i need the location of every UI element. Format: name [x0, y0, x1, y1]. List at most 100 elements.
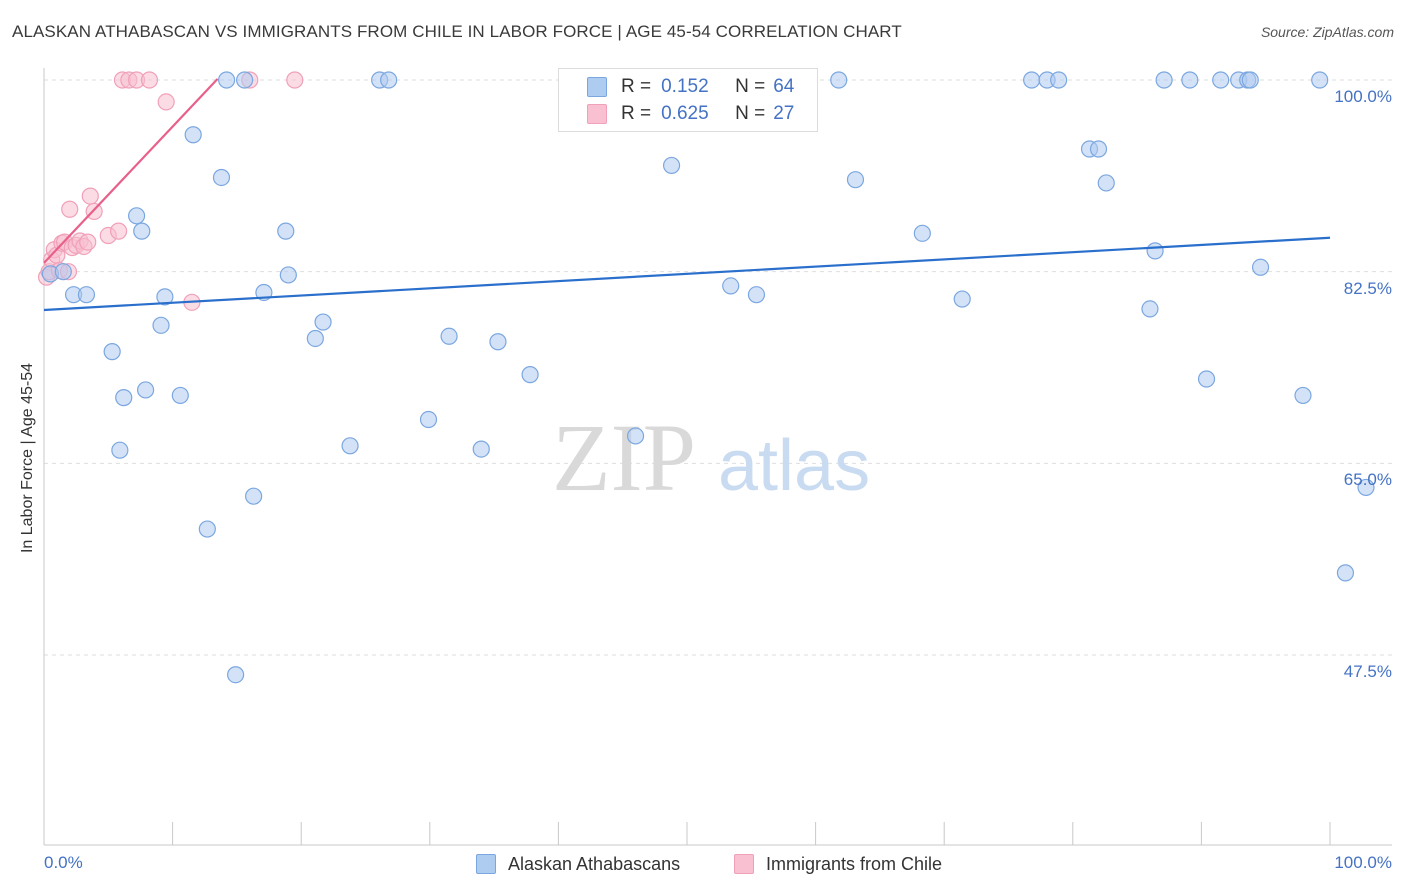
watermark: ZIP atlas [552, 404, 870, 511]
bottom-legend-swatch-pink [734, 854, 754, 874]
athabascan-point-7 [111, 441, 129, 459]
axes [43, 68, 1392, 846]
athabascan-point-25 [341, 437, 359, 455]
athabascan-point-37 [747, 286, 766, 304]
legend-n-value-1: 64 [773, 76, 795, 97]
athabascan-point-30 [472, 440, 490, 458]
legend-r-value-1: 0.152 [661, 76, 709, 97]
athabascan-point-56 [1241, 71, 1259, 89]
athabascan-point-28 [419, 410, 438, 429]
chile-trend-line [43, 78, 219, 264]
athabascan-point-22 [279, 266, 297, 284]
athabascan-point-1 [54, 263, 72, 281]
athabascan-point-60 [1336, 564, 1355, 582]
athabascan-point-17 [218, 71, 236, 89]
athabascan-point-44 [1050, 71, 1068, 89]
chile-point-14 [81, 187, 99, 205]
legend-r-value-2: 0.625 [661, 103, 709, 124]
athabascan-point-41 [953, 290, 971, 308]
chile-point-26 [286, 71, 304, 89]
athabascan-point-31 [489, 333, 507, 351]
chart-title: ALASKAN ATHABASCAN VS IMMIGRANTS FROM CH… [12, 22, 902, 41]
legend-r-label: R = [621, 103, 652, 124]
athabascan-point-52 [1181, 71, 1199, 89]
legend-r-label: R = [621, 76, 652, 97]
athabascan-point-40 [913, 224, 931, 242]
athabascan-point-3 [77, 286, 96, 304]
athabascan-point-12 [184, 126, 202, 144]
athabascan-point-18 [236, 71, 254, 89]
athabascan-point-21 [277, 222, 295, 240]
y-tick-label-3: 47.5% [1343, 662, 1392, 681]
athabascan-point-53 [1212, 71, 1230, 89]
athabascan-point-15 [212, 168, 231, 187]
athabascan-point-34 [662, 156, 681, 175]
legend-swatch-pink [587, 104, 607, 124]
source-credit: Source: ZipAtlas.com [1260, 24, 1394, 40]
athabascan-point-59 [1311, 71, 1329, 89]
bottom-legend-chile: Immigrants from Chile [734, 852, 942, 876]
athabascan-point-47 [1097, 174, 1115, 192]
athabascan-point-38 [830, 71, 848, 89]
athabascan-point-24 [306, 329, 324, 348]
athabascan-point-8 [133, 222, 151, 240]
athabascan-point-57 [1251, 258, 1270, 276]
athabascan-point-51 [1155, 71, 1173, 89]
legend-swatch-blue [587, 77, 607, 97]
athabascan-point-50 [1141, 300, 1159, 318]
chile-point-13 [79, 233, 97, 251]
legend-n-value-2: 27 [773, 103, 795, 124]
series-athabascan-points [41, 71, 1375, 684]
legend-row-chile: R = 0.625 N = 27 [587, 102, 794, 126]
bottom-legend-label-1: Alaskan Athabascans [508, 853, 681, 874]
x-tick-label-min: 0.0% [44, 853, 83, 872]
athabascan-point-27 [380, 71, 398, 89]
athabascan-point-29 [440, 327, 458, 345]
x-tick-label-max: 100.0% [1334, 853, 1392, 872]
athabascan-point-6 [115, 389, 133, 407]
athabascan-point-61 [1357, 478, 1375, 497]
athabascan-point-11 [171, 386, 189, 405]
athabascan-point-32 [521, 366, 539, 384]
athabascan-point-5 [127, 207, 146, 225]
correlation-legend: R = 0.152 N = 64 R = 0.625 N = 27 [558, 68, 818, 132]
athabascan-point-58 [1294, 386, 1312, 405]
trend-lines [43, 78, 1331, 312]
y-axis-label: In Labor Force | Age 45-54 [19, 362, 36, 554]
athabascan-point-9 [136, 381, 155, 399]
athabascan-point-10 [156, 288, 174, 306]
y-tick-label-1: 82.5% [1343, 278, 1392, 298]
watermark-atlas: atlas [718, 426, 870, 506]
athabascan-point-39 [846, 171, 865, 189]
legend-n-label: N = [735, 76, 766, 97]
athabascan-point-49 [1197, 370, 1216, 388]
athabascan-point-48 [1146, 242, 1164, 260]
athabascan-point-4 [103, 343, 121, 361]
gridlines [44, 79, 1392, 656]
chile-point-15 [61, 200, 79, 218]
athabascan-point-33 [626, 427, 645, 445]
athabascan-point-36 [722, 277, 740, 295]
chile-point-22 [140, 71, 159, 89]
y-tick-label-2: 65.0% [1343, 470, 1392, 490]
athabascan-point-42 [1023, 71, 1041, 89]
y-tick-label-0: 100.0% [1334, 87, 1392, 106]
chile-point-23 [157, 93, 175, 111]
athabascan-point-19 [245, 487, 263, 505]
bottom-legend-label-2: Immigrants from Chile [766, 853, 943, 874]
watermark-zip: ZIP [552, 404, 696, 511]
series-chile-points [37, 71, 304, 311]
athabascan-point-23 [314, 313, 332, 331]
athabascan-point-46 [1089, 140, 1108, 158]
legend-n-label: N = [735, 103, 766, 124]
athabascan-trend-line [43, 236, 1331, 312]
bottom-legend-swatch-blue [476, 854, 496, 874]
athabascan-point-14 [198, 520, 216, 538]
legend-row-athabascan: R = 0.152 N = 64 [587, 75, 794, 99]
athabascan-point-13 [152, 316, 170, 334]
bottom-legend-athabascan: Alaskan Athabascans [476, 852, 680, 876]
chile-point-18 [109, 222, 128, 240]
x-axis-ticks [172, 822, 1331, 845]
athabascan-point-16 [227, 666, 245, 684]
